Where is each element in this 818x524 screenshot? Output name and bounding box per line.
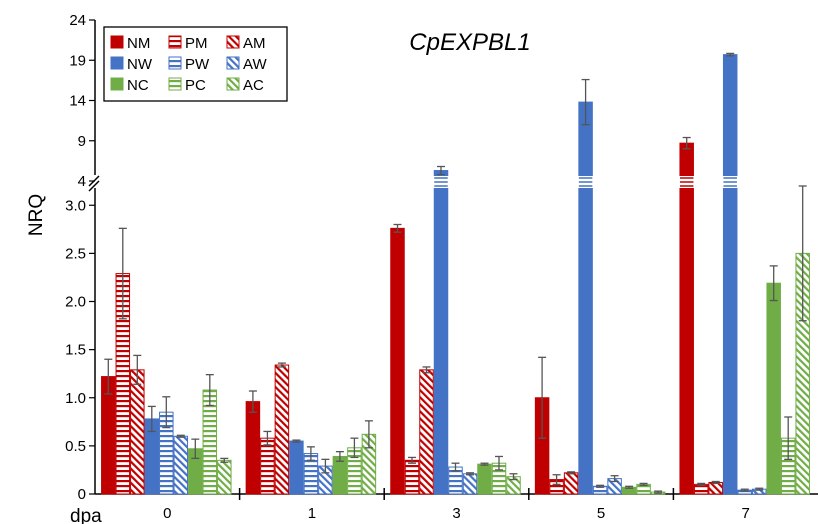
legend-label-NW: NW: [127, 56, 153, 73]
legend-swatch-PM: [168, 35, 182, 49]
x-axis-title: dpa: [70, 506, 102, 524]
y-tick-label: 2.0: [65, 294, 86, 311]
bar-NW-7: [722, 54, 738, 495]
y-tick-label: 0: [78, 486, 86, 503]
legend-swatch-PW: [168, 56, 182, 70]
legend-label-PW: PW: [185, 56, 210, 73]
bar-NC-1: [332, 455, 348, 495]
y-tick-label: 1.0: [65, 390, 86, 407]
y-tick-label: 2.5: [65, 245, 86, 262]
legend-label-PC: PC: [185, 77, 206, 94]
y-tick-label: 14: [69, 93, 86, 110]
y-tick-label: 3.0: [65, 197, 86, 214]
y-tick-label: 1.5: [65, 342, 86, 359]
y-tick-label: 19: [69, 52, 86, 69]
x-tick-label: 5: [597, 505, 605, 522]
bar-NW-5: [578, 101, 593, 495]
bar-NC-3: [477, 463, 492, 495]
legend-swatch-NC: [110, 77, 124, 91]
legend-swatch-AM: [226, 35, 240, 49]
legend-swatch-NW: [110, 56, 124, 70]
bars: [101, 52, 810, 495]
bar-PM-3: [404, 459, 420, 495]
legend-box: [103, 26, 288, 102]
x-tick-label: 3: [452, 505, 460, 522]
bar-NC-7: [766, 282, 781, 495]
bar-AW-3: [462, 473, 478, 495]
bar-NM-1: [245, 401, 261, 495]
y-tick-label: 4: [78, 173, 86, 190]
chart-title: CpEXPBL1: [409, 29, 530, 56]
legend-swatch-AW: [226, 56, 240, 70]
legend-label-PM: PM: [185, 35, 208, 52]
x-tick-label: 1: [308, 505, 316, 522]
legend-swatch-NM: [110, 35, 124, 49]
bar-PM-1: [260, 437, 275, 495]
bar-AM-3: [419, 369, 434, 495]
x-tick-label: 0: [163, 505, 171, 522]
bar-NW-3: [433, 170, 449, 495]
bar-AM-1: [274, 364, 290, 495]
legend-label-AM: AM: [243, 35, 266, 52]
legend: NM PM AM NW PW AW NC PC AC: [103, 26, 288, 102]
bar-NW-1: [289, 440, 304, 495]
bar-AM-7: [708, 481, 723, 495]
bar-NM-3: [390, 227, 405, 495]
x-tick-label: 7: [742, 505, 750, 522]
y-axis-title: NRQ: [26, 194, 47, 236]
legend-label-NC: NC: [127, 77, 149, 94]
axis-break-mark: [88, 180, 100, 192]
y-tick-label: 0.5: [65, 438, 86, 455]
legend-label-AW: AW: [243, 56, 267, 73]
bar-AC-0: [217, 459, 232, 495]
y-tick-label: 24: [69, 12, 86, 29]
bar-AM-5: [563, 472, 579, 495]
legend-label-AC: AC: [243, 77, 264, 94]
legend-swatch-AC: [226, 77, 240, 91]
ticks: 0 0.5 1.0 1.5 2.0 2.5 3.0 4 9 14 19 24 0 1 3 5 7: [65, 12, 750, 522]
bar-NM-7: [679, 142, 694, 495]
legend-swatch-PC: [168, 77, 182, 91]
bar-AW-0: [173, 435, 189, 495]
bar-AM-0: [130, 369, 145, 495]
legend-label-NM: NM: [127, 35, 150, 52]
y-tick-label: 9: [78, 133, 86, 150]
